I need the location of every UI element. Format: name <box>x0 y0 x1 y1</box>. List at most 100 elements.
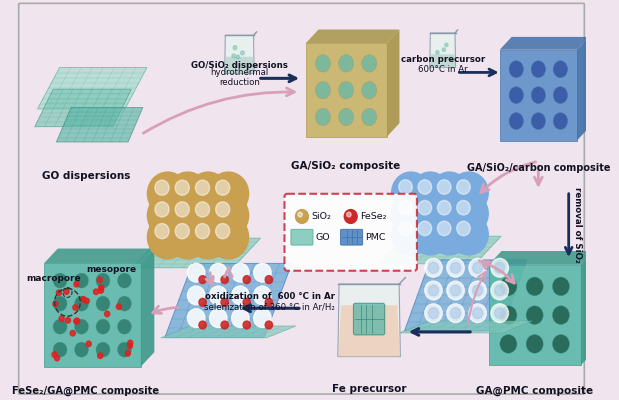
Circle shape <box>86 341 91 347</box>
Circle shape <box>254 309 271 328</box>
Circle shape <box>74 318 80 324</box>
Circle shape <box>155 180 169 195</box>
Ellipse shape <box>509 113 524 130</box>
Circle shape <box>495 285 504 296</box>
Polygon shape <box>379 236 501 264</box>
Polygon shape <box>161 326 296 338</box>
Ellipse shape <box>339 108 353 126</box>
Polygon shape <box>35 89 131 127</box>
Ellipse shape <box>53 296 67 311</box>
Circle shape <box>265 321 272 329</box>
Ellipse shape <box>531 87 545 104</box>
Circle shape <box>457 221 470 236</box>
Circle shape <box>347 212 351 217</box>
Polygon shape <box>577 37 589 140</box>
Ellipse shape <box>96 319 110 334</box>
Circle shape <box>447 304 464 322</box>
Ellipse shape <box>500 277 517 296</box>
Circle shape <box>128 343 132 349</box>
Circle shape <box>418 221 431 236</box>
Ellipse shape <box>531 61 545 78</box>
Polygon shape <box>225 35 254 74</box>
FancyBboxPatch shape <box>291 229 313 245</box>
Circle shape <box>491 304 508 322</box>
Circle shape <box>196 224 210 239</box>
Ellipse shape <box>509 87 524 104</box>
Circle shape <box>418 180 431 194</box>
Text: mesopore: mesopore <box>86 265 136 274</box>
Bar <box>488 265 581 366</box>
Circle shape <box>168 216 208 259</box>
Circle shape <box>457 180 470 194</box>
Circle shape <box>215 180 230 195</box>
Polygon shape <box>165 263 292 337</box>
Text: SiO₂: SiO₂ <box>311 212 331 221</box>
Circle shape <box>188 286 205 305</box>
Circle shape <box>457 200 470 215</box>
Circle shape <box>295 210 308 223</box>
Polygon shape <box>488 251 594 265</box>
Circle shape <box>451 285 461 296</box>
Circle shape <box>232 263 249 282</box>
Polygon shape <box>225 57 254 74</box>
Circle shape <box>105 311 110 317</box>
Circle shape <box>430 193 469 234</box>
Circle shape <box>188 194 228 237</box>
Circle shape <box>472 308 483 318</box>
Polygon shape <box>581 251 594 366</box>
Circle shape <box>59 316 64 322</box>
Circle shape <box>399 180 412 194</box>
Circle shape <box>449 172 488 214</box>
Ellipse shape <box>553 87 568 104</box>
Ellipse shape <box>118 296 131 311</box>
Circle shape <box>199 298 206 306</box>
Polygon shape <box>338 284 400 356</box>
Circle shape <box>344 210 357 223</box>
Circle shape <box>418 200 431 215</box>
Circle shape <box>208 172 249 216</box>
Circle shape <box>265 298 272 306</box>
Ellipse shape <box>526 277 543 296</box>
Circle shape <box>215 202 230 217</box>
Circle shape <box>208 216 249 259</box>
Polygon shape <box>339 305 400 356</box>
Circle shape <box>93 289 98 294</box>
Text: removal of SiO₂: removal of SiO₂ <box>573 188 582 263</box>
Circle shape <box>155 202 169 217</box>
Circle shape <box>66 318 71 323</box>
Circle shape <box>116 304 121 310</box>
Ellipse shape <box>500 334 517 353</box>
Circle shape <box>80 296 86 302</box>
Circle shape <box>449 214 488 255</box>
Circle shape <box>430 214 469 255</box>
Polygon shape <box>306 30 399 43</box>
Circle shape <box>84 298 89 304</box>
Circle shape <box>469 304 487 322</box>
FancyBboxPatch shape <box>285 194 417 271</box>
Polygon shape <box>44 248 154 263</box>
Circle shape <box>472 262 483 273</box>
FancyBboxPatch shape <box>353 303 385 335</box>
Circle shape <box>438 200 451 215</box>
Circle shape <box>451 262 461 273</box>
Circle shape <box>97 277 102 282</box>
Circle shape <box>265 276 272 284</box>
Text: 600°C in Ar: 600°C in Ar <box>418 65 467 74</box>
Circle shape <box>442 48 446 52</box>
FancyBboxPatch shape <box>340 229 363 245</box>
Circle shape <box>425 304 442 322</box>
Circle shape <box>175 202 189 217</box>
Ellipse shape <box>553 61 568 78</box>
Circle shape <box>221 321 228 329</box>
Text: selenization of 360 °C in Ar/H₂: selenization of 360 °C in Ar/H₂ <box>204 303 335 312</box>
Circle shape <box>425 258 442 277</box>
Circle shape <box>188 216 228 259</box>
Circle shape <box>411 172 449 214</box>
Circle shape <box>491 281 508 300</box>
Circle shape <box>399 221 412 236</box>
Circle shape <box>215 224 230 239</box>
Circle shape <box>392 193 430 234</box>
Circle shape <box>175 224 189 239</box>
Circle shape <box>98 285 104 290</box>
Circle shape <box>199 321 206 329</box>
